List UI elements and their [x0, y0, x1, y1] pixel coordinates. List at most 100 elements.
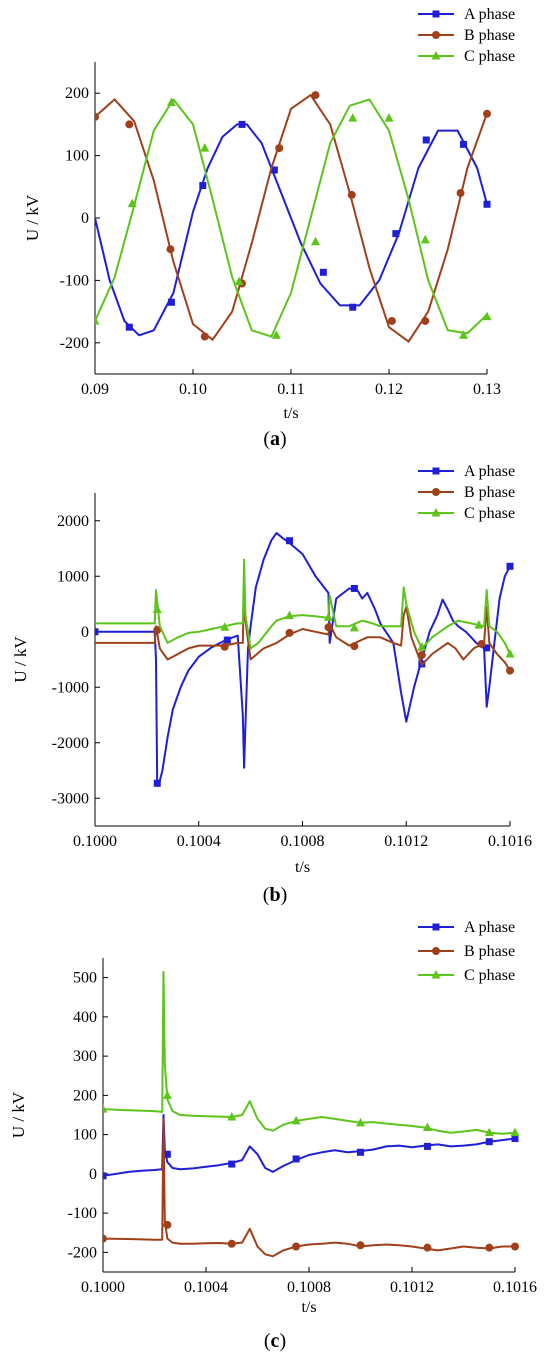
data-marker	[323, 612, 333, 621]
x-axis-label: t/s	[295, 859, 310, 876]
y-tick-label: 0	[81, 210, 89, 227]
y-tick-label: 100	[73, 1127, 97, 1144]
legend-label: C phase	[464, 48, 515, 65]
data-marker	[153, 626, 162, 635]
data-marker	[511, 1135, 519, 1143]
series-line	[95, 578, 511, 672]
series-C-phase	[95, 558, 515, 658]
data-marker	[200, 332, 209, 341]
x-tick-label: 0.1016	[493, 1279, 537, 1296]
legend-marker	[432, 488, 440, 496]
data-marker	[125, 120, 134, 129]
data-marker	[485, 1243, 494, 1252]
data-marker	[291, 1115, 301, 1125]
data-marker	[459, 140, 467, 148]
legend: A phase B phase C phase	[418, 6, 515, 65]
caption-c: (c)	[263, 1330, 287, 1352]
data-marker	[162, 1090, 172, 1099]
y-tick-label: 200	[73, 1087, 97, 1104]
series-line	[95, 98, 488, 338]
caption-b: (b)	[262, 884, 288, 906]
data-marker	[220, 622, 230, 631]
y-axis-label: U / kV	[9, 1091, 28, 1138]
data-marker	[153, 779, 161, 787]
legend-marker	[431, 970, 441, 979]
data-marker	[275, 144, 284, 153]
y-tick-label: -2000	[52, 735, 89, 752]
chart-b: -3000 -2000 -1000 0 1000 2000 0.1000 0.1004 0.10…	[11, 463, 532, 876]
legend-label: C phase	[464, 505, 515, 522]
legend-marker	[432, 10, 440, 18]
data-marker	[270, 166, 278, 174]
data-marker	[292, 1242, 301, 1251]
data-marker	[95, 112, 99, 121]
x-axis-label: t/s	[301, 1299, 316, 1316]
data-marker	[127, 198, 137, 208]
x-tick-label: 0.1000	[81, 1279, 125, 1296]
x-tick-label: 0.13	[473, 381, 501, 398]
legend-marker	[432, 31, 440, 39]
data-marker	[387, 316, 396, 325]
data-marker	[227, 1239, 236, 1248]
legend: A phase B phase C phase	[418, 919, 515, 984]
data-marker	[483, 200, 491, 208]
series-C-phase	[103, 970, 520, 1137]
y-tick-label: 1000	[57, 568, 89, 585]
data-marker	[506, 666, 514, 675]
legend-label: A phase	[464, 919, 515, 936]
data-marker	[125, 323, 133, 331]
data-marker	[422, 136, 430, 144]
data-marker	[311, 91, 320, 100]
data-marker	[349, 622, 359, 632]
data-marker	[163, 1220, 172, 1229]
series-B-phase	[103, 1117, 519, 1258]
data-marker	[199, 182, 207, 190]
series-line	[95, 532, 511, 787]
data-marker	[220, 642, 229, 651]
data-marker	[271, 330, 281, 339]
data-marker	[292, 1155, 300, 1163]
series-line	[103, 1117, 515, 1258]
y-axis-label: U / kV	[23, 194, 42, 241]
legend-label: A phase	[464, 463, 515, 480]
data-marker	[166, 97, 176, 107]
data-marker	[417, 642, 427, 651]
legend-label: B phase	[464, 484, 515, 501]
series-A-phase	[95, 532, 514, 787]
y-tick-label: 0	[89, 1166, 97, 1183]
x-tick-label: 0.09	[81, 381, 109, 398]
data-marker	[324, 623, 333, 632]
data-marker	[350, 584, 358, 592]
data-marker	[506, 562, 514, 570]
data-marker	[227, 1111, 237, 1121]
y-tick-label: -100	[68, 1205, 97, 1222]
data-marker	[285, 628, 294, 637]
x-tick-label: 0.10	[179, 381, 207, 398]
x-tick-label: 0.1008	[281, 833, 325, 850]
data-marker	[350, 642, 359, 651]
data-marker	[392, 230, 400, 238]
x-tick-label: 0.1012	[390, 1279, 434, 1296]
data-marker	[511, 1242, 519, 1251]
data-marker	[422, 1122, 432, 1132]
legend-label: C phase	[464, 967, 515, 984]
y-tick-label: -200	[60, 335, 89, 352]
x-axis-label: t/s	[283, 405, 298, 422]
data-marker	[510, 1127, 520, 1137]
y-tick-label: 500	[73, 970, 97, 987]
data-marker	[384, 113, 394, 122]
data-marker	[228, 1160, 236, 1168]
y-tick-label: 0	[81, 624, 89, 641]
legend-label: A phase	[464, 6, 515, 23]
legend-marker	[431, 508, 441, 517]
data-marker	[285, 610, 295, 620]
x-tick-label: 0.1000	[73, 833, 117, 850]
data-marker	[482, 311, 492, 321]
x-tick-label: 0.1004	[177, 833, 221, 850]
x-tick-label: 0.1012	[384, 833, 428, 850]
data-marker	[95, 628, 99, 636]
data-marker	[485, 1138, 493, 1146]
data-marker	[166, 245, 175, 254]
data-marker	[238, 120, 246, 128]
